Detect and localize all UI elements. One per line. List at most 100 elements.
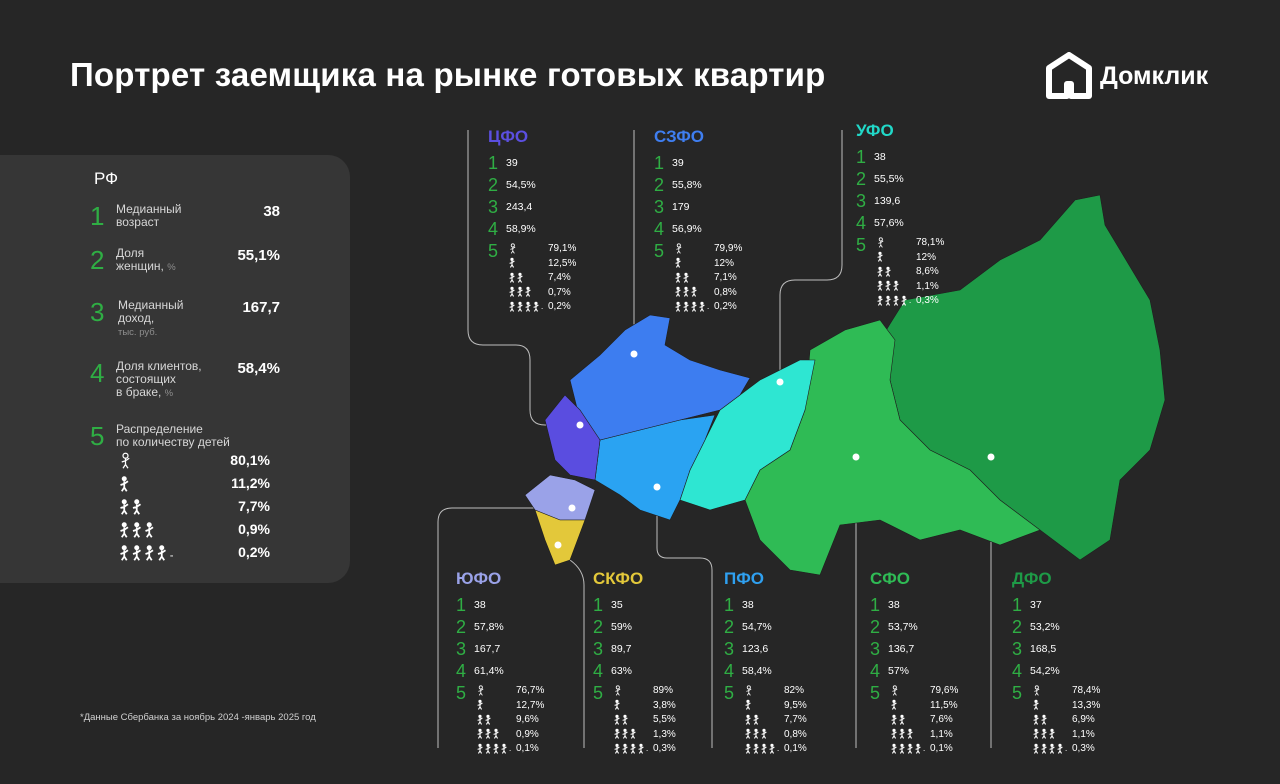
metric-number: 2	[593, 617, 604, 637]
kids-share-value: 0,1%	[930, 743, 953, 754]
kids-share-value: 8,6%	[916, 266, 939, 277]
metric-number: 3	[488, 197, 499, 217]
metric-label: Доля женщин, %	[116, 247, 176, 274]
no-children-icon	[1032, 683, 1042, 701]
four-plus-children-icon: +	[118, 544, 178, 567]
district-skfo: СКФО135259%389,7463%589%3,8%5,5%1,3%+0,3…	[593, 569, 713, 757]
metric-value: 58,4%	[742, 665, 772, 677]
metric-number: 4	[1012, 661, 1023, 681]
district-metric-row: 3 179	[654, 197, 774, 219]
district-metric-row: 4 58,4%	[724, 661, 844, 683]
kids-row: 12,5%	[508, 256, 608, 271]
metric-value: 58,9%	[506, 223, 536, 235]
metric-number: 4	[724, 661, 735, 681]
rf-kids-row: +0,2%	[118, 544, 270, 564]
no-children-icon	[508, 241, 518, 259]
kids-row: 7,1%	[674, 270, 774, 285]
district-name: ПФО	[724, 569, 764, 588]
one-child-icon	[876, 250, 886, 268]
kids-row: 9,5%	[744, 698, 844, 713]
four-plus-children-icon: +	[674, 299, 712, 317]
district-metric-row: 4 57,6%	[856, 213, 976, 235]
two-children-icon	[118, 498, 146, 521]
district-metric-row: 3 168,5	[1012, 639, 1132, 661]
two-children-icon	[613, 712, 631, 730]
kids-share-value: 7,7%	[238, 498, 270, 514]
metric-value: 58,4%	[237, 360, 280, 377]
kids-row: 7,7%	[744, 712, 844, 727]
rf-summary-panel: РФ 1 Медианный возраст 38 2 Доля женщин,…	[0, 155, 350, 583]
kids-row: 76,7%	[476, 683, 576, 698]
kids-share-value: 78,1%	[916, 237, 945, 248]
svg-text:+: +	[646, 746, 648, 754]
no-children-icon	[744, 683, 754, 701]
metric-value: 35	[611, 599, 623, 611]
metric-value: 136,7	[888, 643, 915, 655]
metric-value: 53,2%	[1030, 621, 1060, 633]
metric-value: 167,7	[242, 299, 280, 316]
kids-row: 11,5%	[890, 698, 990, 713]
kids-row: 1,1%	[876, 279, 976, 294]
metric-value: 54,5%	[506, 179, 536, 191]
kids-share-value: 7,7%	[784, 714, 807, 725]
district-kids-distribution: 579,6%11,5%7,6%1,1%+0,1%	[870, 683, 990, 757]
metric-value: 167,7	[474, 643, 501, 655]
metric-unit: тыс. руб.	[118, 327, 158, 338]
kids-share-value: 76,7%	[516, 685, 545, 696]
district-ufo: УФО 1 38 2 55,5% 3 139,6 4 57,6% 5 78,1% 12% 8,6% 1,1…	[856, 121, 976, 309]
metric-number: 5	[654, 241, 665, 261]
region-yufo	[524, 474, 596, 521]
three-children-icon	[118, 521, 158, 544]
district-metric-row: 2 53,7%	[870, 617, 990, 639]
kids-share-value: 80,1%	[230, 452, 270, 468]
metric-value: 63%	[611, 665, 633, 677]
kids-share-value: 9,5%	[784, 699, 807, 711]
district-metric-row: 3 243,4	[488, 197, 608, 219]
two-children-icon	[476, 712, 494, 730]
svg-text:+: +	[169, 551, 173, 562]
rf-kids-row: 0,9%	[118, 521, 270, 541]
two-children-icon	[876, 264, 894, 282]
metric-value: 39	[506, 157, 518, 169]
metric-value: 55,8%	[672, 179, 702, 191]
page-title: Портрет заемщика на рынке готовых кварти…	[70, 56, 826, 93]
svg-text:+: +	[541, 304, 543, 312]
metric-number: 4	[593, 661, 604, 681]
metric-number: 2	[456, 617, 467, 637]
metric-unit: %	[164, 388, 174, 399]
district-metric-row: 1 39	[654, 153, 774, 175]
two-children-icon	[508, 270, 526, 288]
metric-number: 2	[654, 175, 665, 195]
kids-share-value: 13,3%	[1072, 699, 1101, 711]
one-child-icon	[118, 475, 133, 498]
kids-share-value: 1,3%	[653, 728, 676, 740]
metric-number: 1	[456, 595, 467, 615]
two-children-icon	[890, 712, 908, 730]
district-pfo: ПФО 1 38 2 54,7% 3 123,6 4 58,4% 5 82% 9,5% 7,7% 0,8%…	[724, 569, 844, 757]
three-children-icon	[613, 727, 639, 745]
metric-number: 5	[488, 241, 499, 261]
kids-row: 0,8%	[674, 285, 774, 300]
metric-label-text: Медианный доход,	[118, 298, 184, 325]
district-kids-distribution: 578,1%12%8,6%1,1%+0,3%	[856, 235, 976, 309]
kids-share-value: 9,6%	[516, 714, 539, 725]
metric-number: 2	[1012, 617, 1023, 637]
svg-text:+: +	[1065, 746, 1067, 754]
district-kids-distribution: 589%3,8%5,5%1,3%+0,3%	[593, 683, 713, 757]
metric-number: 3	[593, 639, 604, 659]
kids-share-value: 0,9%	[516, 728, 539, 740]
district-metric-row: 1 38	[870, 595, 990, 617]
metric-number: 3	[856, 191, 867, 211]
kids-share-value: 0,3%	[653, 743, 676, 754]
kids-share-value: 0,3%	[916, 295, 939, 306]
district-metric-row: 3 136,7	[870, 639, 990, 661]
kids-row: +0,1%	[890, 741, 990, 756]
kids-row: 79,6%	[890, 683, 990, 698]
metric-value: 57,8%	[474, 621, 504, 633]
kids-share-value: 79,1%	[548, 243, 577, 254]
metric-value: 38	[874, 151, 886, 163]
three-children-icon	[876, 279, 902, 297]
kids-share-value: 0,7%	[548, 286, 571, 298]
district-metric-row: 2 54,7%	[724, 617, 844, 639]
metric-number: 5	[724, 683, 735, 703]
